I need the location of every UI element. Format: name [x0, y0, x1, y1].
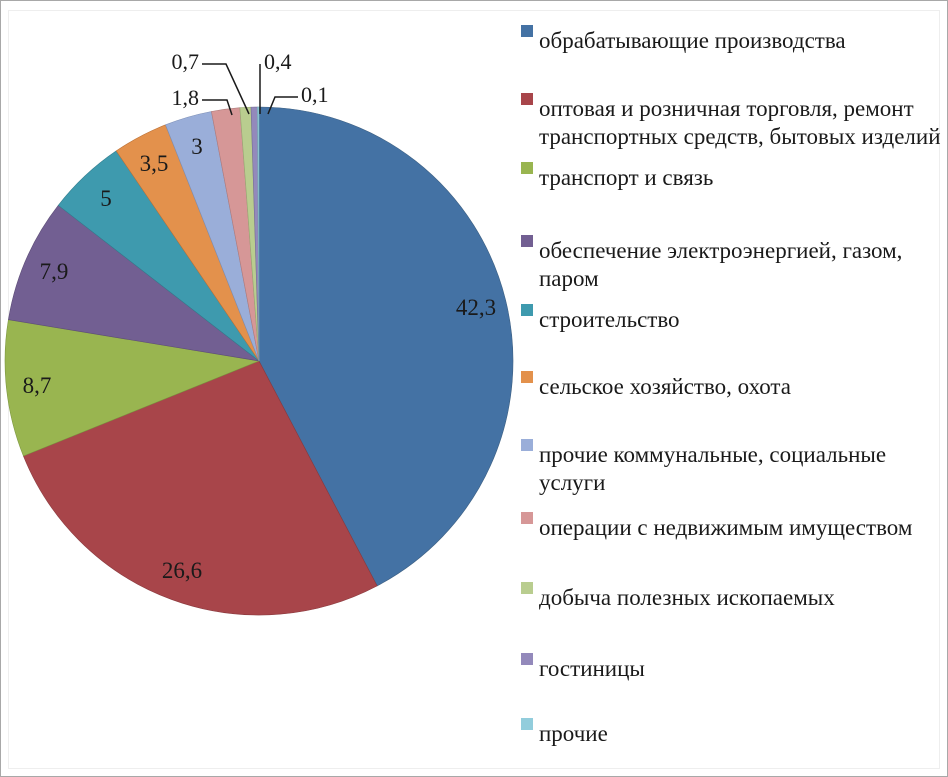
svg-text:3,5: 3,5 [140, 151, 169, 176]
svg-text:42,3: 42,3 [456, 295, 496, 320]
svg-text:3: 3 [191, 134, 203, 159]
svg-text:0,4: 0,4 [264, 49, 292, 74]
svg-text:0,7: 0,7 [172, 49, 200, 74]
svg-text:7,9: 7,9 [40, 259, 69, 284]
svg-text:0,1: 0,1 [301, 82, 329, 107]
svg-text:5: 5 [100, 186, 112, 211]
svg-text:8,7: 8,7 [23, 373, 52, 398]
svg-text:26,6: 26,6 [162, 558, 202, 583]
svg-text:1,8: 1,8 [172, 85, 200, 110]
